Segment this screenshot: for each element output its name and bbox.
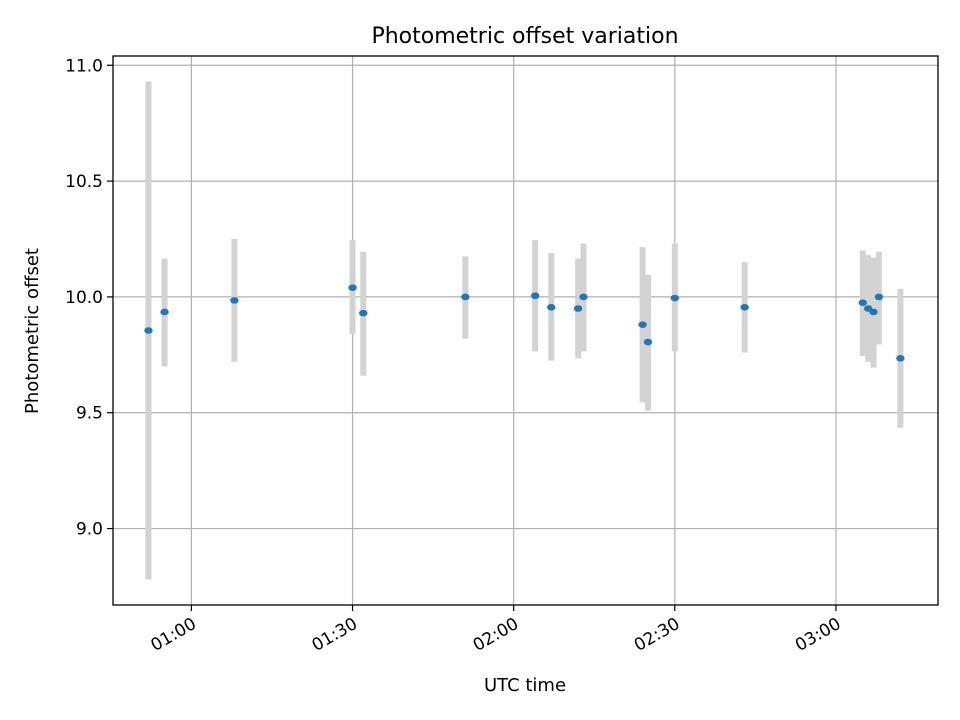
y-tick-label: 9.0 xyxy=(76,520,103,540)
data-point xyxy=(461,293,470,301)
x-axis-label: UTC time xyxy=(484,675,566,696)
data-point xyxy=(896,354,905,362)
data-point xyxy=(359,309,368,317)
y-tick-label: 10.0 xyxy=(65,288,103,308)
x-tick-label: 02:00 xyxy=(470,614,522,656)
x-axis-ticks: 01:00 01:30 02:00 02:30 03:00 xyxy=(147,605,844,656)
y-tick-label: 10.5 xyxy=(65,172,103,192)
data-point xyxy=(547,304,556,311)
data-point xyxy=(643,338,653,346)
chart-title: Photometric offset variation xyxy=(371,24,678,49)
plot-frame xyxy=(112,55,939,606)
data-point xyxy=(530,292,540,300)
data-point xyxy=(160,308,169,316)
data-point xyxy=(230,297,239,304)
data-point xyxy=(144,327,153,334)
x-tick-label: 03:00 xyxy=(792,614,844,656)
x-tick-label: 01:00 xyxy=(147,614,199,656)
x-tick-label: 02:30 xyxy=(631,614,683,656)
grid xyxy=(113,56,938,605)
data-point xyxy=(670,294,680,302)
error-bars xyxy=(145,81,904,580)
x-tick-label: 01:30 xyxy=(309,614,361,656)
data-point xyxy=(579,293,588,301)
data-points xyxy=(144,284,905,362)
data-point xyxy=(740,304,749,311)
data-point xyxy=(874,293,884,301)
data-point xyxy=(573,305,583,312)
y-axis-label: Photometric offset xyxy=(22,248,43,414)
data-point xyxy=(869,308,878,316)
y-tick-label: 9.5 xyxy=(76,404,103,424)
data-point xyxy=(638,321,647,329)
data-point xyxy=(858,299,868,307)
y-axis-ticks: 9.0 9.5 10.0 10.5 11.0 xyxy=(65,56,113,540)
data-point xyxy=(348,284,357,291)
y-tick-label: 11.0 xyxy=(65,56,103,76)
